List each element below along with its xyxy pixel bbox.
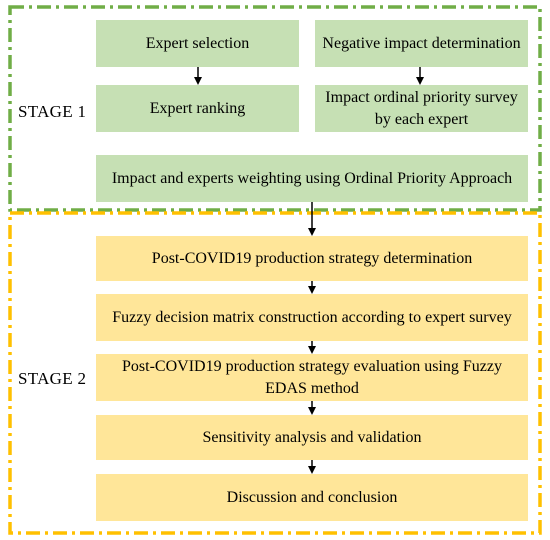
sensitivity-box: Sensitivity analysis and validation — [96, 415, 528, 460]
fuzzy-matrix-box: Fuzzy decision matrix construction accor… — [96, 294, 528, 341]
stage1-frame — [8, 5, 542, 212]
negative-impact-box: Negative impact determination — [315, 20, 528, 67]
strategy-determination-box: Post-COVID19 production strategy determi… — [96, 236, 528, 281]
strategy-evaluation-box: Post-COVID19 production strategy evaluat… — [96, 354, 528, 401]
expert-selection-box: Expert selection — [96, 20, 299, 67]
stage1-label: STAGE 1 — [18, 102, 87, 121]
stage2-frame — [8, 211, 542, 535]
opa-weighting-box: Impact and experts weighting using Ordin… — [96, 155, 528, 202]
stage2-label: STAGE 2 — [18, 369, 87, 388]
discussion-box: Discussion and conclusion — [96, 474, 528, 521]
expert-ranking-box: Expert ranking — [96, 85, 299, 132]
impact-ordinal-box: Impact ordinal priority survey by each e… — [315, 85, 528, 132]
